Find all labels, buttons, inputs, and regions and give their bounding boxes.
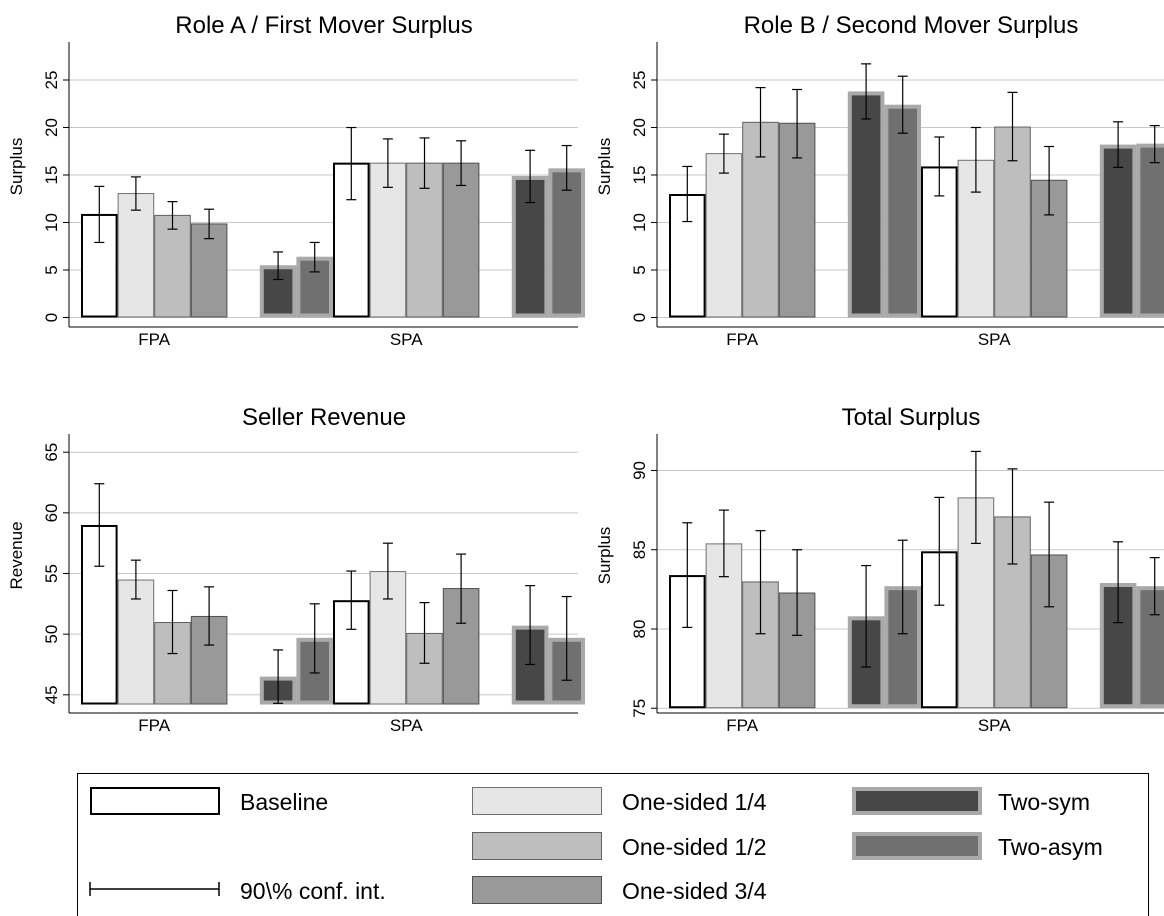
bar-spa-two-asym [548,168,586,318]
legend-label-one-sided-1-2: One-sided 1/2 [622,834,766,860]
chart-title: Seller Revenue [242,404,406,431]
legend-label-one-sided-3-4: One-sided 3/4 [622,878,767,904]
y-tick-label: 0 [42,313,61,322]
y-axis-label: Revenue [7,521,26,589]
y-tick-label: 60 [42,503,61,522]
bar-fpa-two-asym [884,104,922,318]
bar-fpa-one-sided-1-2 [154,214,191,318]
legend-label-ci: 90\% conf. int. [240,878,386,904]
y-tick-label: 15 [630,166,649,185]
y-tick-label: 25 [42,71,61,90]
bar-spa-one-sided-3-4 [442,162,480,318]
bar-spa-one-sided-1-2 [994,126,1031,318]
legend-swatch-one-sided-1-2 [472,832,602,860]
bar-spa-two-asym [1136,586,1164,709]
x-category-label: FPA [138,716,170,735]
bar-fpa-one-sided-1-4 [117,579,155,705]
y-tick-label: 80 [630,620,649,639]
chart-panel-2: Role B / Second Mover Surplus 0 5 10 15 20 25 S… [595,12,1164,349]
y-tick-label: 10 [630,213,649,232]
y-tick-label: 5 [630,265,649,274]
legend: Baseline One-sided 1/4 One-sided 1/2 One-si… [77,773,1149,916]
y-axis-label: Surplus [595,138,614,196]
y-tick-label: 20 [42,118,61,137]
legend-label-one-sided-1-4: One-sided 1/4 [622,789,767,815]
y-tick-label: 85 [630,540,649,559]
legend-swatch-one-sided-1-4 [472,787,602,815]
chart-title: Role A / First Mover Surplus [175,12,472,39]
y-axis-label: Surplus [595,527,614,585]
x-category-label: SPA [978,330,1011,349]
bar-spa-two-sym [1099,144,1137,318]
y-tick-label: 5 [42,265,61,274]
x-category-label: FPA [138,330,170,349]
bar-fpa-one-sided-3-4 [190,223,228,318]
bar-fpa-two-sym [847,91,885,318]
bar-fpa-one-sided-1-4 [117,193,155,318]
legend-swatch-baseline [90,787,220,815]
y-tick-label: 10 [42,213,61,232]
chart-panel-1: Role A / First Mover Surplus 0 5 10 15 20 25 Su… [7,12,586,349]
y-tick-label: 20 [630,118,649,137]
y-tick-label: 55 [42,564,61,583]
chart-title: Total Surplus [842,404,981,431]
y-tick-label: 65 [42,443,61,462]
x-category-label: SPA [390,330,423,349]
bar-spa-one-sided-3-4 [1030,554,1068,709]
bar-fpa-one-sided-1-4 [705,153,743,318]
x-category-label: SPA [978,716,1011,735]
bar-spa-one-sided-1-4 [369,162,407,318]
bar-fpa-one-sided-3-4 [190,615,228,705]
y-tick-label: 75 [630,699,649,718]
legend-label-two-asym: Two-asym [998,834,1103,860]
y-tick-label: 15 [42,166,61,185]
bar-fpa-two-sym [259,265,297,318]
bar-spa-two-asym [1136,143,1164,318]
bar-fpa-baseline [81,213,118,318]
legend-swatch-one-sided-3-4 [472,876,602,904]
legend-swatch-two-asym [852,832,982,860]
legend-label-baseline: Baseline [240,789,328,815]
chart-panel-4: Total Surplus 75 80 85 90 Surplus FPA SPA [595,404,1164,735]
y-tick-label: 90 [630,461,649,480]
legend-label-two-sym: Two-sym [998,789,1090,815]
x-category-label: FPA [726,330,758,349]
y-axis-label: Surplus [7,138,26,196]
bar-fpa-baseline [669,194,706,318]
legend-box [77,773,1149,916]
chart-title: Role B / Second Mover Surplus [744,12,1079,39]
y-tick-label: 45 [42,685,61,704]
chart-panel-3: Seller Revenue 45 50 55 60 65 Revenue FPA SPA [7,404,586,735]
legend-swatch-two-sym [852,787,982,815]
y-tick-label: 0 [630,313,649,322]
x-category-label: SPA [390,716,423,735]
x-category-label: FPA [726,716,758,735]
y-tick-label: 50 [42,625,61,644]
y-tick-label: 25 [630,71,649,90]
